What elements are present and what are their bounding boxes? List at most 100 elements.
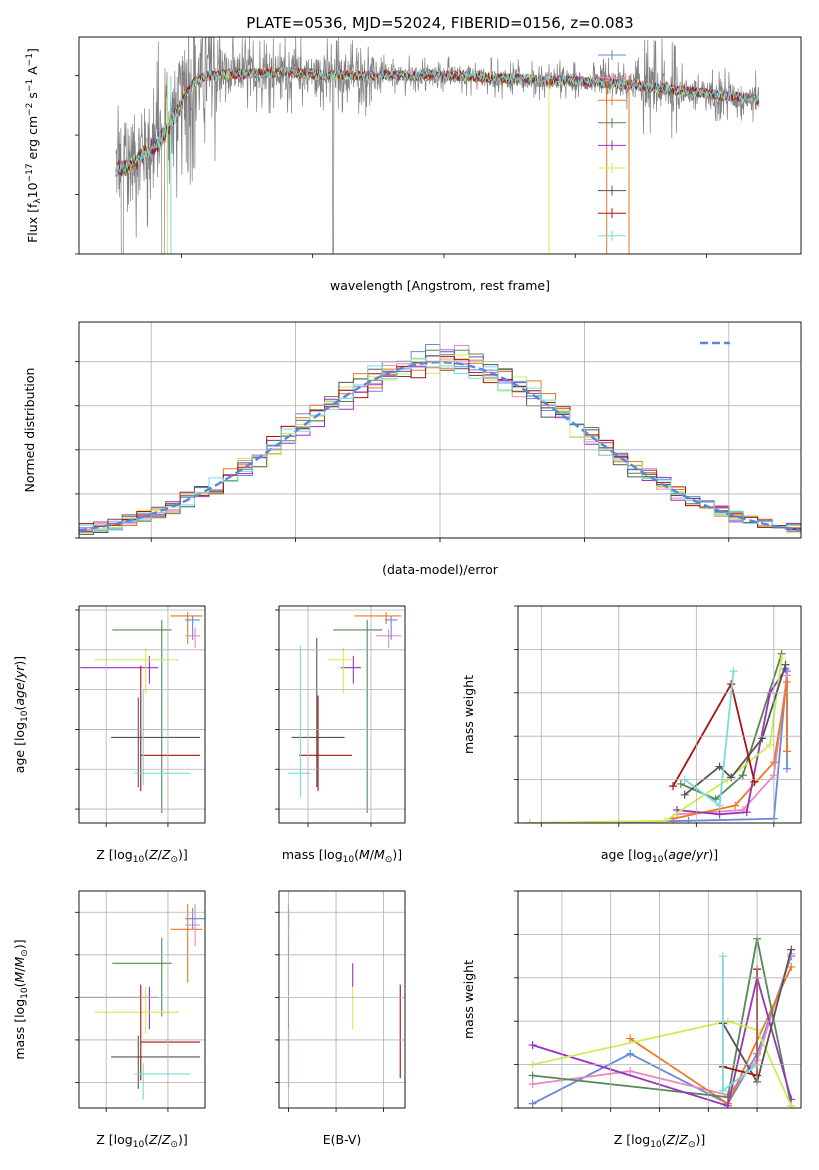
label-part: ( [12,706,27,711]
weight-marker [661,816,670,823]
weight-marker [676,779,685,788]
weight-marker [738,771,747,780]
weight-line [532,1020,793,1107]
label-part: Z [log [614,1132,650,1147]
panel-mass-age: mass [log10(M/M⊙)] [275,605,406,865]
x-axis-label: Z [log10(Z/Z⊙)] [96,847,188,865]
label-part: age [668,847,692,862]
errorbar-chabrier-stelib [111,1035,201,1089]
label-part: )] [392,847,402,862]
grid-z-mass [79,891,205,1108]
label-part: A [25,66,40,79]
panel-spectrum: wavelength [Angstrom, rest frame] Flux [f… [25,36,802,293]
errorbar-salpeter-elodie [80,986,159,1030]
errorbar-kroupa-elodie [95,647,180,694]
label-part: ( [663,847,668,862]
weight-marker [787,1101,796,1108]
panel-residuals: (data-model)/error Normed distribution [22,321,802,577]
weight-series-kroupa-elodie [525,654,786,823]
label-part: s [25,92,40,103]
weight-marker [525,819,534,823]
weight-marker [727,773,736,782]
weight-marker [528,1099,537,1108]
axes-frame [517,890,802,1109]
errorbar-kroupa-elodie [328,647,353,694]
weight-marker [680,790,689,799]
weight-series-salpeter-miles [528,949,796,1099]
y-axis-label: age [log10(age/yr)] [12,656,30,773]
plot-area-z-mass [80,903,205,1100]
x-axis-label: Z [log10(Z/Z⊙)] [96,1132,188,1150]
model-salpeter-stelib [115,66,759,177]
model-chabrier-stelib [115,66,759,177]
label-part: age [12,682,27,706]
label-part: 10 [20,710,30,722]
errorbar-kroupa-stelib [287,645,311,798]
axes-frame [78,321,802,539]
label-part: −1 [25,79,35,92]
errorbar-chabrier-miles [384,615,398,640]
x-axis-label: wavelength [Angstrom, rest frame] [330,278,550,293]
label-part: Z [161,847,171,862]
weight-series-chabrier-elodie [528,934,796,1108]
axes-frame [517,605,802,824]
label-part: 10 [652,855,664,865]
weight-marker [787,962,796,971]
label-part: λ [33,198,43,204]
label-part: / [158,1132,163,1147]
y-axis-label: mass weight [461,960,476,1039]
weight-line [532,938,793,1106]
weight-marker [742,808,751,817]
label-part: / [675,1132,680,1147]
label-part: M [359,847,370,862]
label-part: Z [666,1132,676,1147]
label-part: / [692,847,697,862]
errorbar-salpeter-elodie [340,655,361,684]
grid-ebv-mass [279,891,405,1108]
axes-frame [278,605,406,824]
weight-series-salpeter-stelib [669,680,759,791]
label-part: mass [log [12,999,27,1060]
weight-line [532,955,793,1105]
label-part: ⊙ [385,855,393,865]
errorbar-chabrier-elodie [333,619,383,814]
errorbar-salpeter-stelib [140,665,201,792]
errorbar-chabrier-stelib [111,697,201,788]
label-part: ⊙ [170,1140,178,1150]
weight-series-chabrier-stelib [680,660,790,799]
label-part: ( [144,1132,149,1147]
label-part: )] [12,656,27,666]
weight-marker [731,801,740,810]
label-part: age [log [12,722,27,773]
weight-marker [765,740,774,749]
label-part: ( [354,847,359,862]
y-axis-label: Flux [fλ10−17 erg cm−2 s−1 A−1] [25,48,43,243]
label-part: Z [148,1132,158,1147]
label-part: ⊙ [688,1140,696,1150]
plot-area-z-age [80,611,203,814]
x-axis-label: mass [log10(M/M⊙)] [282,847,402,865]
label-part: ] [25,48,40,53]
panel-ebv-mass: E(B-V) [275,890,406,1147]
label-part: wavelength [Angstrom, rest frame] [330,278,550,293]
weight-marker [723,1101,732,1108]
label-part: yr [695,847,709,862]
y-axis-label: mass weight [461,675,476,754]
plot-area-z-weight [528,934,796,1108]
panel-z-age: Z [log10(Z/Z⊙)] age [log10(age/yr)] [12,605,206,865]
weight-marker [528,1080,537,1089]
axes-frame [278,890,406,1109]
errorbar-chabrier-elodie [112,619,172,814]
label-part: M [12,956,27,967]
x-axis-label: age [log10(age/yr)] [601,847,718,865]
weight-marker [718,1086,727,1095]
label-part: / [12,967,27,972]
weight-marker [684,816,693,823]
label-part: 10 [343,855,355,865]
label-part: / [158,847,163,862]
label-part: Flux [f [25,203,40,243]
weight-marker [758,734,767,743]
label-part: mass weight [461,960,476,1039]
weight-marker [750,777,759,786]
